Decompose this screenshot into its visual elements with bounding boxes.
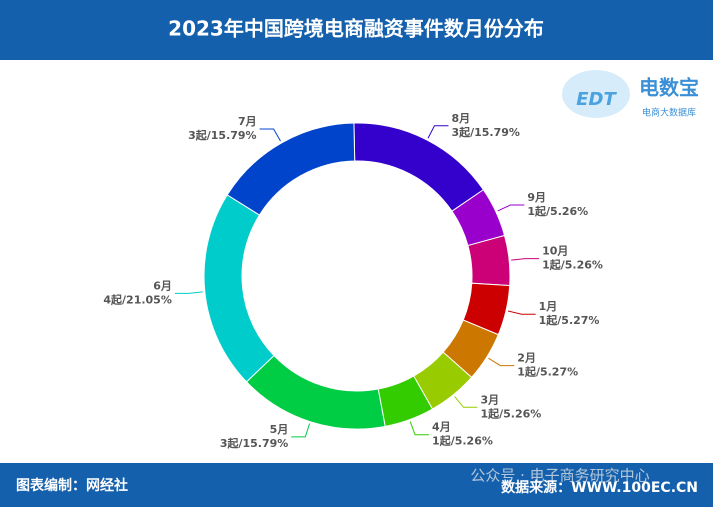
leader-line — [409, 421, 430, 436]
footer-right: 数据来源：WWW.100EC.CN — [501, 479, 698, 496]
slice-label: 4月 — [432, 421, 451, 434]
slice-label: 2月 — [517, 352, 536, 365]
leader-line — [291, 423, 311, 438]
logo-subtitle: 电商大数据库 — [642, 107, 696, 119]
value-label: 4起/21.05% — [103, 292, 172, 306]
slice-label: 3月 — [480, 393, 499, 406]
watermark: 公众号 · 电子商务研究中心 — [470, 467, 649, 485]
slice-label: 6月 — [153, 279, 172, 292]
value-label: 1起/5.26% — [480, 406, 541, 420]
slice-label: 8月 — [451, 112, 470, 125]
value-label: 1起/5.26% — [542, 258, 603, 272]
donut-chart: 8月3起/15.79%9月1起/5.26%10月1起/5.26%1月1起/5.2… — [103, 112, 603, 450]
leader-line — [511, 258, 540, 261]
leader-line — [488, 357, 515, 367]
leader-line — [507, 310, 536, 315]
leader-line — [497, 204, 525, 212]
logo-name: 电数宝 — [639, 76, 699, 100]
value-label: 3起/15.79% — [220, 436, 289, 450]
value-label: 1起/5.26% — [432, 434, 493, 448]
slice-label: 7月 — [238, 115, 257, 128]
logo-cloud — [562, 70, 630, 118]
title: 2023年中国跨境电商融资事件数月份分布 — [168, 17, 544, 41]
logo-mark: EDT — [576, 89, 617, 110]
header-bar — [0, 0, 713, 60]
value-label: 3起/15.79% — [188, 128, 257, 142]
slice-label: 10月 — [542, 245, 568, 258]
leader-line — [427, 125, 449, 139]
leader-line — [259, 128, 281, 142]
value-label: 1起/5.26% — [527, 204, 588, 218]
footer-left: 图表编制：网经社 — [16, 477, 128, 494]
slice-label: 1月 — [539, 300, 558, 313]
value-label: 1起/5.27% — [517, 365, 578, 379]
logo: EDT 电数宝 电商大数据库 — [562, 70, 699, 119]
footer-bar — [0, 463, 713, 507]
value-label: 3起/15.79% — [451, 125, 520, 139]
value-label: 1起/5.27% — [539, 313, 600, 327]
slice — [226, 122, 356, 216]
slice-label: 5月 — [270, 423, 289, 436]
leader-line — [174, 291, 203, 294]
leader-line — [454, 396, 478, 408]
slice-label: 9月 — [527, 191, 546, 204]
